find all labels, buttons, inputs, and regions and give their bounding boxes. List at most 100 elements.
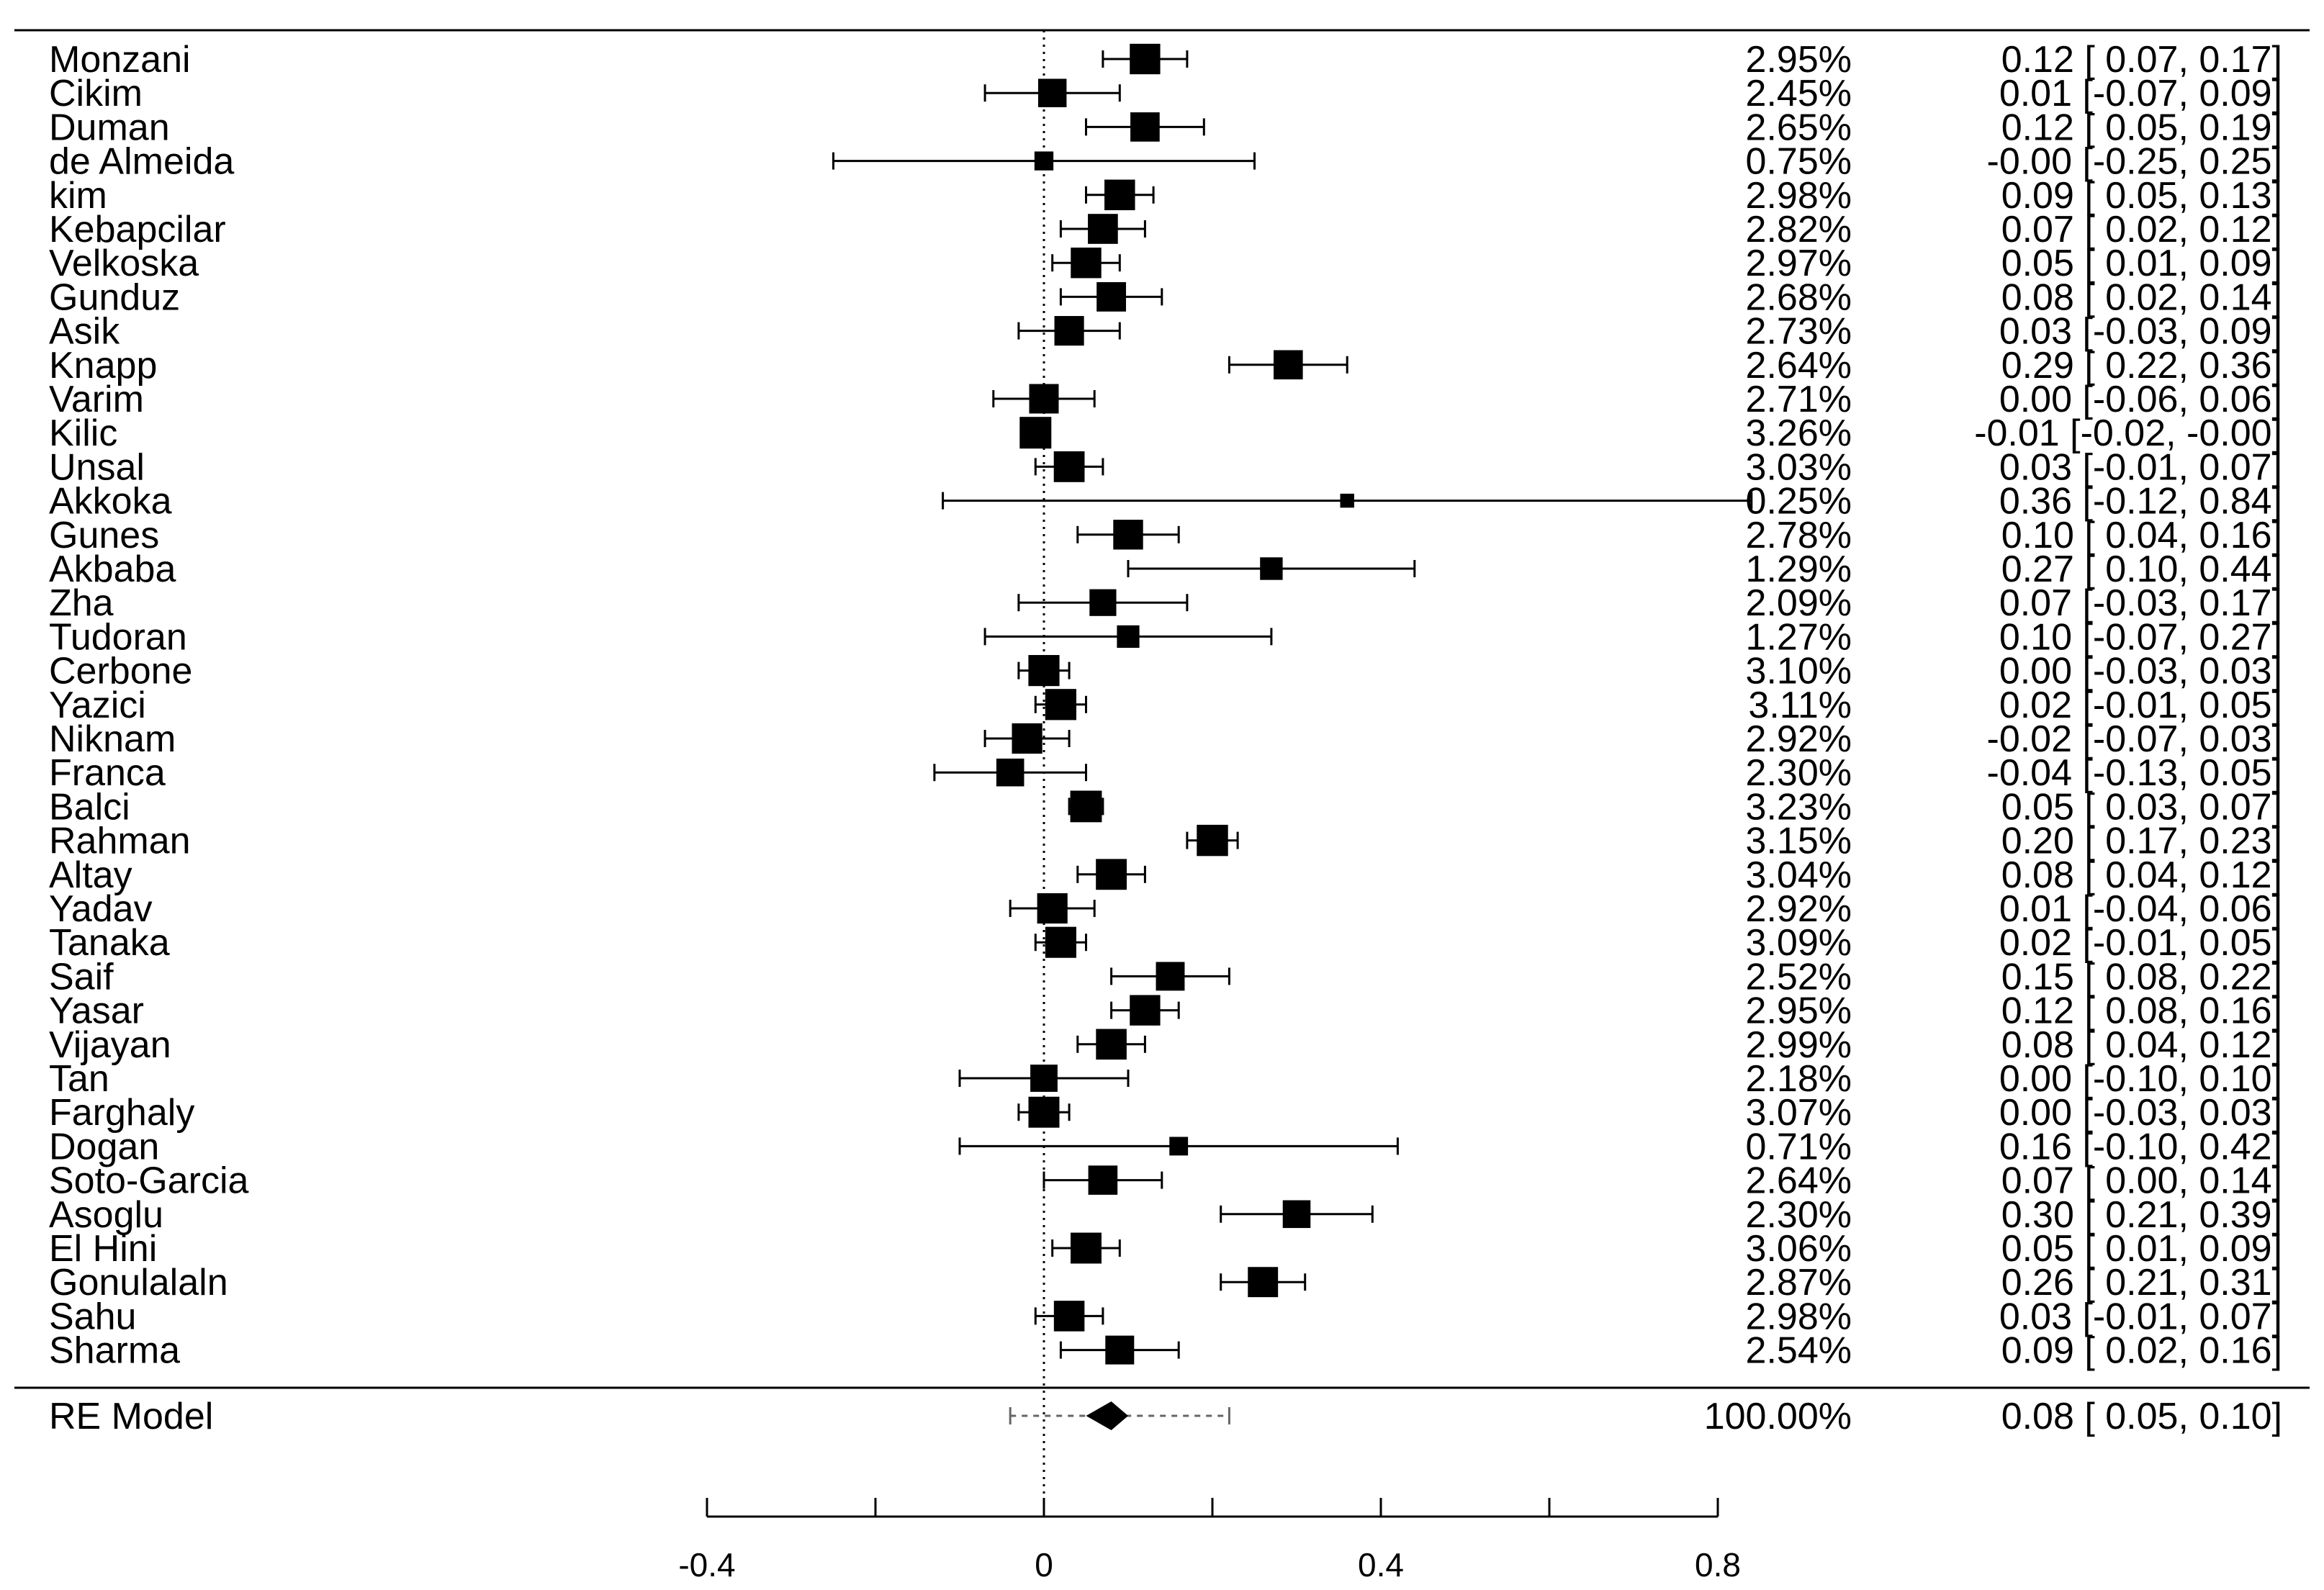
summary-weight: 100.00% (1704, 1396, 1852, 1437)
study-label: Franca (49, 752, 166, 794)
estimate-ci-value: -0.02 [-0.07, 0.03] (1987, 718, 2283, 760)
weight-value: 2.78% (1746, 515, 1852, 556)
estimate-ci-value: 0.12 [ 0.08, 0.16] (2001, 990, 2282, 1032)
point-estimate (1037, 78, 1067, 107)
study-label: Kebapcilar (49, 209, 226, 250)
point-estimate (1096, 859, 1127, 890)
study-label: Sharma (49, 1330, 180, 1372)
point-estimate (1088, 214, 1118, 244)
estimate-ci-value: 0.00 [-0.03, 0.03] (1999, 1092, 2282, 1134)
estimate-ci-value: 0.00 [-0.06, 0.06] (1999, 379, 2282, 420)
study-label: Asoglu (49, 1194, 163, 1236)
weight-value: 0.25% (1746, 481, 1852, 523)
study-label: Cikim (49, 73, 143, 114)
weight-value: 2.97% (1746, 243, 1852, 284)
weight-value: 2.98% (1746, 175, 1852, 217)
estimate-ci-value: 0.29 [ 0.22, 0.36] (2001, 345, 2282, 387)
weight-value: 2.65% (1746, 107, 1852, 148)
point-estimate (1282, 1200, 1311, 1229)
weight-value: 2.98% (1746, 1296, 1852, 1337)
estimate-ci-value: 0.12 [ 0.05, 0.19] (2001, 107, 2282, 148)
study-label: Dogan (49, 1126, 159, 1167)
study-label: Tudoran (49, 616, 187, 658)
estimate-ci-value: 0.30 [ 0.21, 0.39] (2001, 1194, 2282, 1236)
study-label: Rahman (49, 821, 191, 862)
estimate-ci-value: 0.07 [ 0.02, 0.12] (2001, 209, 2282, 250)
estimate-ci-value: 0.01 [-0.07, 0.09] (1999, 73, 2282, 114)
weight-value: 3.26% (1746, 412, 1852, 454)
point-estimate (1045, 926, 1076, 958)
point-estimate (1034, 151, 1054, 171)
estimate-ci-value: 0.27 [ 0.10, 0.44] (2001, 548, 2282, 590)
x-tick-label: 0.4 (1358, 1546, 1404, 1584)
point-estimate (1029, 384, 1059, 414)
study-label: kim (49, 175, 107, 217)
x-tick-label: 0 (1035, 1546, 1053, 1584)
study-label: Asik (49, 311, 120, 353)
study-label: Zha (49, 582, 114, 624)
weight-value: 2.64% (1746, 1160, 1852, 1202)
summary-diamond (1086, 1401, 1128, 1430)
point-estimate (1019, 417, 1052, 449)
weight-value: 2.52% (1746, 956, 1852, 998)
study-label: de Almeida (49, 141, 234, 183)
estimate-ci-value: 0.02 [-0.01, 0.05] (1999, 922, 2282, 964)
point-estimate (1169, 1137, 1189, 1156)
point-estimate (1096, 281, 1127, 312)
point-estimate (1340, 493, 1354, 508)
point-estimate (1028, 1096, 1060, 1128)
point-estimate (1274, 350, 1303, 380)
estimate-ci-value: -0.01 [-0.02, -0.00] (1974, 412, 2282, 454)
estimate-ci-value: 0.01 [-0.04, 0.06] (1999, 888, 2282, 930)
estimate-ci-value: 0.10 [-0.07, 0.27] (1999, 616, 2282, 658)
weight-value: 2.87% (1746, 1262, 1852, 1304)
point-estimate (1130, 995, 1161, 1026)
point-estimate (1054, 316, 1084, 346)
estimate-ci-value: 0.09 [ 0.02, 0.16] (2001, 1330, 2282, 1372)
point-estimate (1105, 1335, 1135, 1365)
estimate-ci-value: 0.00 [-0.10, 0.10] (1999, 1058, 2282, 1100)
point-estimate (1070, 790, 1102, 823)
weight-value: 2.95% (1746, 39, 1852, 81)
weight-value: 2.71% (1746, 379, 1852, 420)
weight-value: 1.27% (1746, 616, 1852, 658)
study-label: Farghaly (49, 1092, 194, 1134)
estimate-ci-value: 0.36 [-0.12, 0.84] (1999, 481, 2282, 523)
study-label: Niknam (49, 718, 176, 760)
weight-value: 3.04% (1746, 854, 1852, 896)
study-label: Tan (49, 1058, 109, 1100)
weight-value: 2.09% (1746, 582, 1852, 624)
estimate-ci-value: -0.00 [-0.25, 0.25] (1987, 141, 2283, 183)
estimate-ci-value: 0.08 [ 0.04, 0.12] (2001, 854, 2282, 896)
weight-value: 0.75% (1746, 141, 1852, 183)
study-label: Tanaka (49, 922, 170, 964)
study-label: Unsal (49, 446, 145, 488)
estimate-ci-value: 0.07 [-0.03, 0.17] (1999, 582, 2282, 624)
study-label: Cerbone (49, 651, 192, 692)
estimate-ci-value: 0.02 [-0.01, 0.05] (1999, 685, 2282, 726)
study-label: Balci (49, 786, 130, 828)
estimate-ci-value: 0.16 [-0.10, 0.42] (1999, 1126, 2282, 1167)
x-tick-label: -0.4 (678, 1546, 735, 1584)
estimate-ci-value: 0.08 [ 0.04, 0.12] (2001, 1024, 2282, 1066)
weight-value: 2.92% (1746, 718, 1852, 760)
study-marks (832, 43, 1753, 1430)
weight-value: 2.99% (1746, 1024, 1852, 1066)
plot-frame (14, 29, 2310, 1517)
point-estimate (1130, 112, 1160, 142)
weight-value: 1.29% (1746, 548, 1852, 590)
point-estimate (1071, 247, 1102, 279)
study-label: Saif (49, 956, 114, 998)
estimate-ci-value: 0.08 [ 0.02, 0.14] (2001, 276, 2282, 318)
estimate-ci-value: 0.03 [-0.03, 0.09] (1999, 311, 2282, 353)
weight-value: 3.10% (1746, 651, 1852, 692)
estimate-ci-value: 0.15 [ 0.08, 0.22] (2001, 956, 2282, 998)
point-estimate (1130, 43, 1161, 75)
point-estimate (1053, 451, 1085, 482)
study-label: Sahu (49, 1296, 136, 1337)
estimate-ci-value: 0.26 [ 0.21, 0.31] (2001, 1262, 2282, 1304)
weight-value: 3.11% (1748, 685, 1852, 726)
estimate-ci-value: -0.04 [-0.13, 0.05] (1987, 752, 2283, 794)
point-estimate (1117, 625, 1140, 649)
